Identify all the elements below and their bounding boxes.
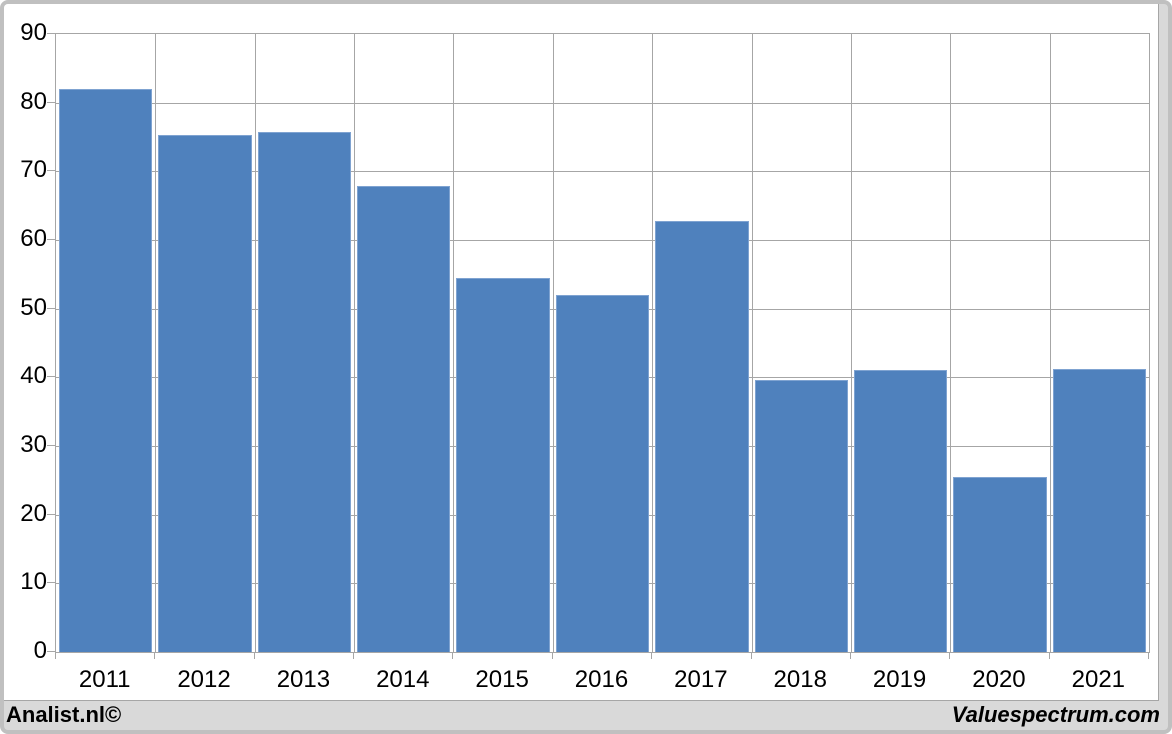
gridline-x-4 bbox=[453, 34, 455, 652]
x-tick-label-2014: 2014 bbox=[376, 666, 430, 693]
bar-slot-2021 bbox=[1050, 34, 1149, 652]
x-tick-mark-11 bbox=[1148, 652, 1149, 659]
x-tick-mark-0 bbox=[55, 652, 56, 659]
bar-slot-2014 bbox=[354, 34, 453, 652]
x-tick-mark-4 bbox=[452, 652, 454, 659]
y-tick-mark-10 bbox=[47, 582, 55, 584]
gridline-x-9 bbox=[950, 34, 952, 652]
y-tick-label-40: 40 bbox=[20, 362, 47, 390]
gridline-x-7 bbox=[751, 34, 753, 652]
x-tick-mark-2 bbox=[253, 652, 255, 659]
bar-2015 bbox=[456, 278, 550, 652]
gridline-y-80 bbox=[56, 102, 1149, 104]
y-tick-label-80: 80 bbox=[20, 87, 47, 115]
x-tick-mark-8 bbox=[849, 652, 851, 659]
gridline-y-60 bbox=[56, 240, 1149, 241]
gridline-x-8 bbox=[850, 34, 852, 652]
y-tick-mark-30 bbox=[47, 445, 55, 446]
bar-slot-2017 bbox=[652, 34, 751, 652]
bar-2020 bbox=[953, 476, 1047, 652]
gridline-x-3 bbox=[354, 34, 356, 652]
gridline-x-10 bbox=[1049, 34, 1051, 652]
x-tick-label-2021: 2021 bbox=[1071, 666, 1126, 693]
y-tick-mark-90 bbox=[47, 33, 55, 34]
bar-slot-2016 bbox=[553, 34, 652, 652]
bar-2013 bbox=[257, 132, 352, 652]
y-tick-label-60: 60 bbox=[20, 225, 47, 252]
y-tick-label-70: 70 bbox=[20, 156, 47, 184]
x-tick-mark-5 bbox=[551, 652, 553, 659]
chart-panel: 0 10 20 30 40 50 60 70 80 90 2011 2012 2013 2014 2015… bbox=[4, 4, 1159, 701]
bar-2019 bbox=[853, 370, 948, 652]
y-tick-mark-80 bbox=[47, 101, 55, 103]
bar-2021 bbox=[1052, 369, 1146, 652]
y-tick-mark-40 bbox=[47, 376, 55, 378]
x-tick-label-2017: 2017 bbox=[674, 666, 728, 693]
y-tick-mark-70 bbox=[47, 170, 55, 172]
y-tick-label-0: 0 bbox=[33, 637, 47, 664]
x-tick-mark-7 bbox=[750, 652, 752, 659]
x-tick-label-2016: 2016 bbox=[574, 666, 629, 693]
gridline-x-5 bbox=[552, 34, 554, 652]
y-tick-label-10: 10 bbox=[20, 568, 47, 596]
bar-slot-2012 bbox=[155, 34, 254, 652]
bar-2011 bbox=[58, 88, 153, 652]
bar-series bbox=[56, 34, 1149, 652]
x-tick-mark-9 bbox=[949, 652, 951, 659]
y-tick-label-20: 20 bbox=[20, 499, 47, 527]
x-tick-label-2012: 2012 bbox=[177, 666, 231, 693]
bar-2017 bbox=[655, 220, 749, 652]
y-tick-label-90: 90 bbox=[20, 19, 47, 46]
x-tick-label-2019: 2019 bbox=[872, 666, 927, 693]
x-tick-label-2013: 2013 bbox=[276, 666, 331, 693]
x-tick-label-2020: 2020 bbox=[972, 666, 1026, 693]
plot-area bbox=[55, 33, 1150, 653]
bar-2012 bbox=[158, 134, 252, 652]
x-tick-label-2011: 2011 bbox=[78, 666, 131, 693]
bar-slot-2011 bbox=[56, 34, 155, 652]
y-tick-label-50: 50 bbox=[20, 293, 47, 321]
gridline-y-70 bbox=[56, 171, 1149, 173]
gridline-x-6 bbox=[652, 34, 654, 652]
bar-slot-2013 bbox=[255, 34, 354, 652]
gridline-x-2 bbox=[254, 34, 256, 652]
x-tick-mark-6 bbox=[651, 652, 653, 659]
gridline-x-1 bbox=[155, 34, 157, 652]
y-tick-mark-50 bbox=[47, 307, 55, 309]
y-tick-mark-20 bbox=[47, 513, 55, 515]
bar-slot-2020 bbox=[950, 34, 1049, 652]
bar-slot-2019 bbox=[851, 34, 950, 652]
y-tick-mark-0 bbox=[47, 651, 55, 652]
attribution-valuespectrum: Valuespectrum.com bbox=[951, 702, 1160, 727]
y-tick-label-30: 30 bbox=[20, 431, 47, 458]
bar-2014 bbox=[357, 186, 451, 652]
attribution-analist: Analist.nl© bbox=[6, 702, 122, 727]
x-tick-mark-10 bbox=[1048, 652, 1050, 659]
bar-slot-2018 bbox=[752, 34, 851, 652]
bar-slot-2015 bbox=[453, 34, 552, 652]
x-tick-label-2015: 2015 bbox=[475, 666, 529, 693]
x-tick-mark-3 bbox=[353, 652, 355, 659]
x-tick-label-2018: 2018 bbox=[773, 666, 827, 693]
x-tick-mark-1 bbox=[154, 652, 156, 659]
bar-2016 bbox=[555, 294, 650, 652]
bar-2018 bbox=[754, 380, 848, 652]
y-tick-mark-60 bbox=[47, 239, 55, 240]
